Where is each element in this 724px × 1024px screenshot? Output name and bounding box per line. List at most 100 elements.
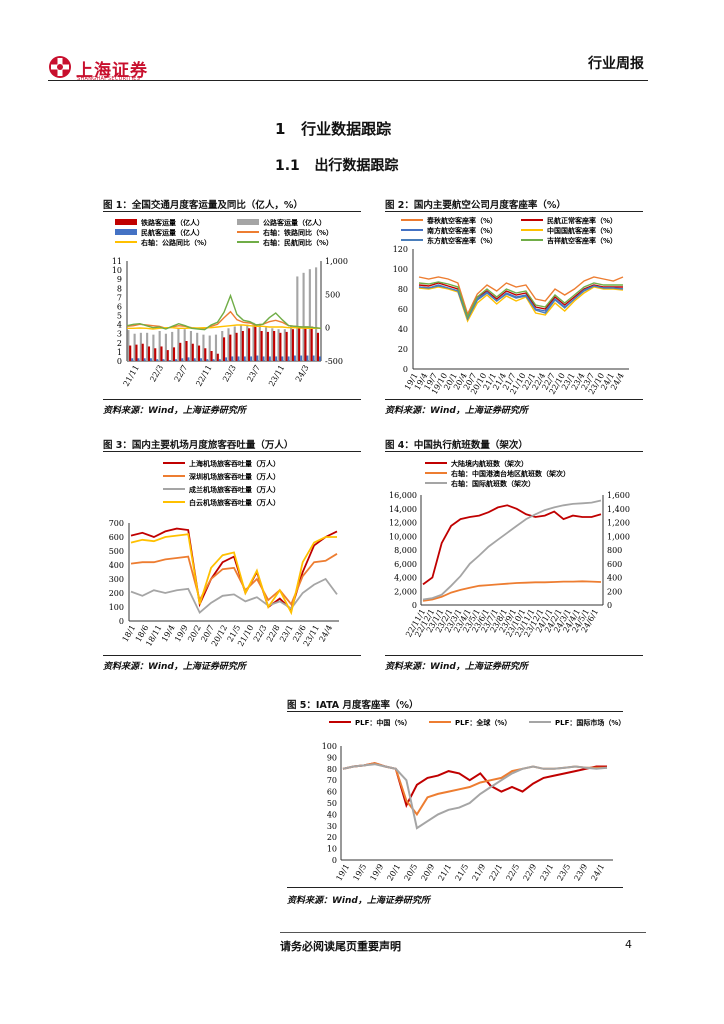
rail-bar: [285, 331, 288, 361]
figure-5-chart: PLF：中国（%） PLF：全球（%） PLF：国际市场（%） 0 10 20 30 40 50…: [322, 718, 623, 883]
figure-4-top-rule: [385, 451, 643, 452]
y-tick-label: 30: [327, 822, 337, 831]
road-bar: [171, 331, 174, 361]
rail-bar: [191, 343, 194, 361]
series-line: [130, 533, 337, 616]
y-tick-label: 60: [327, 788, 337, 797]
y-tick-label: 200: [607, 587, 622, 596]
figure-4-chart: 大陆境内航班数（架次）右轴：中国港澳台地区航班数（架次）右轴：国际航班数（架次）…: [389, 459, 630, 639]
rail-bar: [298, 328, 301, 361]
y-tick-label: 8: [117, 284, 122, 293]
road-bar: [233, 326, 236, 361]
x-tick-label: 19/9: [368, 863, 385, 883]
y-tick-label: 16,000: [389, 491, 417, 500]
figure-5-bottom-rule: [287, 887, 623, 888]
y-tick-label: 100: [393, 265, 408, 274]
series-line: [342, 762, 607, 817]
y-tick-label: 8,000: [394, 546, 417, 555]
road-bar: [264, 327, 268, 361]
road-bar: [127, 330, 130, 361]
air-bar: [150, 358, 152, 361]
y-tick-label: 4: [117, 321, 122, 330]
x-tick-label: 22/1: [487, 863, 504, 883]
road-bar: [146, 332, 149, 361]
y-tick-label: 14,000: [389, 505, 417, 514]
figure-2-bottom-rule: [385, 399, 643, 400]
x-tick-label: 22/5: [504, 863, 521, 883]
rail-bar: [197, 345, 201, 361]
legend-label: 民航正常客座率（%）: [547, 216, 617, 225]
road-bar: [177, 328, 180, 361]
air-bar: [187, 357, 190, 361]
figure-1-source: 资料来源：Wind，上海证券研究所: [103, 406, 246, 416]
road-bar: [258, 323, 261, 361]
figure-1-bottom-rule: [103, 399, 361, 400]
legend-label: 大陆境内航班数（架次）: [451, 459, 528, 468]
rail-bar: [129, 345, 132, 361]
figure-2-top-rule: [385, 211, 643, 212]
air-bar: [300, 355, 303, 361]
y-tick-label: 600: [607, 560, 622, 569]
rail-bar: [147, 346, 151, 361]
rail-bar: [279, 332, 282, 361]
legend-label: 成兰机场旅客吞吐量（万人）: [189, 485, 280, 494]
road-bar: [252, 322, 255, 361]
air-bar: [218, 359, 221, 361]
y-tick-label: 80: [327, 765, 337, 774]
page-number: 4: [625, 938, 632, 951]
legend-label: PLF：中国（%）: [355, 718, 411, 727]
y-tick-label: 120: [393, 245, 408, 254]
air-bar: [212, 359, 215, 361]
figure-3-title: 图 3：国内主要机场月度旅客吞吐量（万人）: [103, 440, 294, 451]
x-tick-label: 21/1: [436, 863, 453, 883]
road-bar: [202, 334, 205, 361]
y-tick-label: 1,400: [607, 505, 630, 514]
road-bar: [302, 272, 305, 361]
air-bar: [181, 358, 184, 361]
road-bar: [214, 334, 218, 361]
rail-bar: [273, 331, 276, 361]
y-tick-label: 7: [117, 293, 122, 302]
rail-bar: [160, 346, 163, 361]
y-tick-label: 2: [117, 339, 122, 348]
y-tick-label: 10,000: [389, 532, 417, 541]
air-bar: [262, 356, 265, 361]
road-bar: [315, 267, 318, 361]
footer-disclaimer: 请务必阅读尾页重要声明: [280, 940, 401, 953]
legend-label: 春秋航空客座率（%）: [426, 216, 497, 225]
y-tick-label: 11: [112, 257, 122, 266]
rail-bar: [235, 332, 238, 361]
figure-2-title: 图 2：国内主要航空公司月度客座率（%）: [385, 200, 566, 211]
legend-label: 右轴：国际航班数（架次）: [450, 479, 535, 488]
y-tick-label: 600: [109, 533, 124, 542]
y-tick-label: 4,000: [394, 574, 417, 583]
legend-label: 上海机场旅客吞吐量（万人）: [189, 459, 280, 468]
y-tick-label: 100: [109, 603, 124, 612]
figure-3-chart: 上海机场旅客吞吐量（万人） 深圳机场旅客吞吐量（万人） 成兰机场旅客吞吐量（万人） 白…: [109, 459, 339, 648]
figure-2-source: 资料来源：Wind，上海证券研究所: [385, 406, 528, 416]
air-bar: [250, 356, 253, 361]
figure-4-title: 图 4：中国执行航班数量（架次）: [385, 440, 528, 451]
logo-text: 上海证券: [76, 61, 148, 81]
domestic-line: [422, 504, 602, 586]
international-line: [422, 499, 602, 601]
road-bar: [246, 324, 249, 361]
series-line: [418, 281, 623, 319]
figure-5-top-rule: [287, 711, 623, 712]
y-tick-label: 0: [412, 601, 417, 610]
air-yoy-line: [126, 293, 322, 331]
road-bar: [152, 334, 155, 361]
air-bar: [306, 355, 309, 361]
rail-bar: [241, 331, 244, 361]
x-tick-label: 19/1: [334, 863, 351, 883]
legend-swatch: [115, 229, 137, 235]
y-tick-label: 300: [109, 575, 124, 584]
section-number: 1: [275, 120, 286, 138]
y-tick-label: 20: [398, 345, 408, 354]
legend-label: 民航客运量（亿人）: [141, 228, 204, 237]
rail-bar: [179, 342, 182, 361]
legend-label: 右轴：中国港澳台地区航班数（架次）: [450, 469, 570, 478]
air-bar: [156, 359, 159, 361]
air-bar: [256, 355, 259, 361]
x-tick-label: 22/9: [521, 863, 538, 883]
